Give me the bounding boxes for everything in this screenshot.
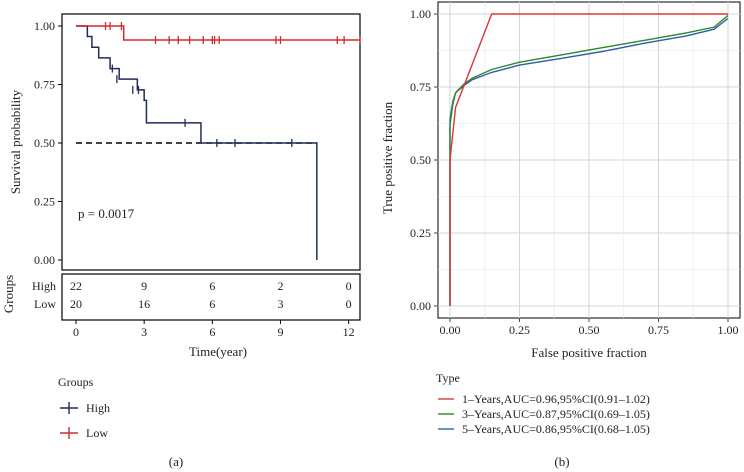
risk-count-high: 0 (346, 279, 352, 293)
roc-panel: 0.00 0.25 0.50 0.75 1.00 0.00 0.25 0.50 0.75 1.0… (380, 1, 741, 469)
survival-x-tick-label: 9 (277, 325, 283, 339)
roc-y-tick-label: 0.50 (410, 153, 431, 167)
risk-count-high: 9 (141, 279, 147, 293)
roc-y-tick-label: 0.25 (410, 226, 431, 240)
survival-x-ticks: 0 3 6 9 12 (73, 320, 355, 339)
legend-high-label: High (86, 401, 110, 415)
survival-x-tick-label: 12 (343, 325, 355, 339)
survival-y-label: Survival probability (8, 89, 23, 194)
roc-curve-2 (449, 14, 729, 306)
survival-y-ticks: 0.00 0.25 0.50 0.75 1.00 (34, 19, 62, 267)
survival-panel: 0.00 0.25 0.50 0.75 1.00 Survival probabilit… (1, 13, 361, 469)
risk-row-label-low: Low (34, 297, 56, 311)
roc-y-label: True positive fraction (380, 101, 395, 214)
roc-curve-1 (449, 13, 728, 306)
risk-count-high: 6 (209, 279, 215, 293)
survival-y-tick-label: 0.25 (34, 195, 55, 209)
roc-legend-label-3: 5–Years,AUC=0.86,95%CI(0.68–1.05) (462, 422, 650, 436)
survival-y-tick-label: 0.00 (34, 253, 55, 267)
roc-x-tick-label: 0.50 (579, 323, 600, 337)
survival-y-tick-label: 0.75 (34, 78, 55, 92)
survival-curve-low (76, 25, 360, 41)
survival-x-tick-label: 0 (73, 325, 79, 339)
roc-x-tick-label: 0.00 (440, 323, 461, 337)
survival-x-tick-label: 6 (209, 325, 215, 339)
roc-x-tick-label: 0.25 (509, 323, 530, 337)
roc-x-tick-label: 0.75 (648, 323, 669, 337)
survival-curve-high (76, 25, 318, 260)
legend-item-low: Low (60, 426, 108, 440)
roc-x-label: False positive fraction (531, 345, 647, 360)
roc-y-ticks: 0.00 0.25 0.50 0.75 1.00 (410, 7, 438, 313)
roc-legend: 1–Years,AUC=0.96,95%CI(0.91–1.02)3–Years… (438, 392, 650, 436)
risk-table-cells: 22 9 6 2 020 16 6 3 0 (70, 279, 352, 311)
legend-low-label: Low (86, 426, 108, 440)
risk-count-low: 20 (70, 297, 82, 311)
risk-row-label-high: High (32, 279, 56, 293)
roc-x-ticks: 0.00 0.25 0.50 0.75 1.00 (440, 318, 739, 337)
groups-legend-title: Groups (58, 375, 94, 389)
survival-x-tick-label: 3 (141, 325, 147, 339)
survival-curves (76, 22, 361, 260)
risk-count-low: 6 (209, 297, 215, 311)
roc-curves (449, 13, 729, 306)
risk-count-low: 3 (277, 297, 283, 311)
risk-count-high: 2 (277, 279, 283, 293)
roc-y-tick-label: 0.00 (410, 299, 431, 313)
risk-table-frame (61, 273, 361, 321)
risk-count-high: 22 (70, 279, 82, 293)
roc-legend-label-1: 1–Years,AUC=0.96,95%CI(0.91–1.02) (462, 392, 650, 406)
survival-y-tick-label: 0.50 (34, 136, 55, 150)
risk-count-low: 16 (138, 297, 150, 311)
roc-legend-label-2: 3–Years,AUC=0.87,95%CI(0.69–1.05) (462, 407, 650, 421)
roc-y-tick-label: 1.00 (410, 7, 431, 21)
survival-plot-frame (61, 13, 361, 271)
roc-legend-title: Type (436, 371, 460, 385)
survival-y-tick-label: 1.00 (34, 19, 55, 33)
panel-b-label: (b) (554, 454, 569, 469)
risk-count-low: 0 (346, 297, 352, 311)
p-value-label: p = 0.0017 (78, 206, 135, 221)
roc-x-tick-label: 1.00 (718, 323, 739, 337)
roc-y-tick-label: 0.75 (410, 80, 431, 94)
legend-item-high: High (60, 401, 110, 415)
risk-table-title: Groups (1, 275, 16, 313)
panel-a-label: (a) (169, 454, 183, 469)
survival-x-label: Time(year) (189, 344, 247, 359)
